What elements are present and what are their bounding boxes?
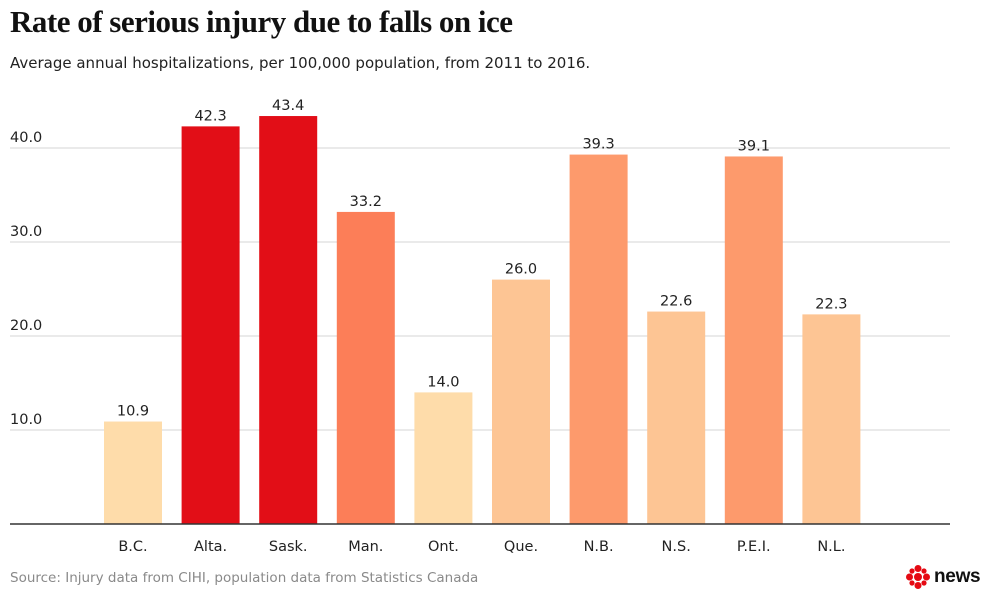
bar-value-label: 42.3 [194,108,226,124]
bar-chart: 10.0 20.0 30.0 40.0 10.9 B.C. 42.3 Alta. 43.4 Sas… [10,98,950,555]
y-tick-label: 40.0 [10,130,42,146]
x-tick-label: P.E.I. [737,539,771,555]
x-tick-label: Que. [504,539,538,555]
bar [181,126,240,524]
y-tick-label: 20.0 [10,318,42,334]
bar [259,116,318,524]
bar [647,311,706,524]
x-tick-label: Man. [348,539,383,555]
y-tick-label: 10.0 [10,412,42,428]
source-note: Source: Injury data from CIHI, populatio… [10,570,479,586]
x-tick-label: N.L. [817,539,845,555]
bar [336,211,395,525]
cbc-gem-icon [906,565,930,589]
x-tick-label: N.S. [662,539,691,555]
cbc-news-logo: news [906,564,981,590]
x-tick-label: B.C. [118,539,147,555]
x-tick-label: Ont. [428,539,459,555]
bar-value-label: 33.2 [350,194,382,210]
bar-value-label: 26.0 [505,262,537,278]
bar-value-label: 22.3 [815,296,847,312]
bar-value-label: 39.3 [582,137,614,153]
y-tick-label: 30.0 [10,224,42,240]
bar [492,279,550,524]
bar-value-label: 10.9 [117,404,149,420]
x-tick-label: N.B. [584,539,614,555]
bar [104,421,162,524]
bar [724,156,783,524]
x-tick-label: Sask. [269,539,308,555]
bar-value-label: 14.0 [427,374,459,390]
logo-wordmark: news [934,566,981,587]
chart-title: Rate of serious injury due to falls on i… [10,4,513,39]
chart-subtitle: Average annual hospitalizations, per 100… [10,54,591,72]
bar [802,314,861,524]
bar [569,154,628,524]
bar-value-label: 43.4 [272,98,304,114]
bar [414,392,473,524]
bar-value-label: 22.6 [660,294,692,310]
x-tick-label: Alta. [194,539,227,555]
bar-value-label: 39.1 [738,138,770,154]
